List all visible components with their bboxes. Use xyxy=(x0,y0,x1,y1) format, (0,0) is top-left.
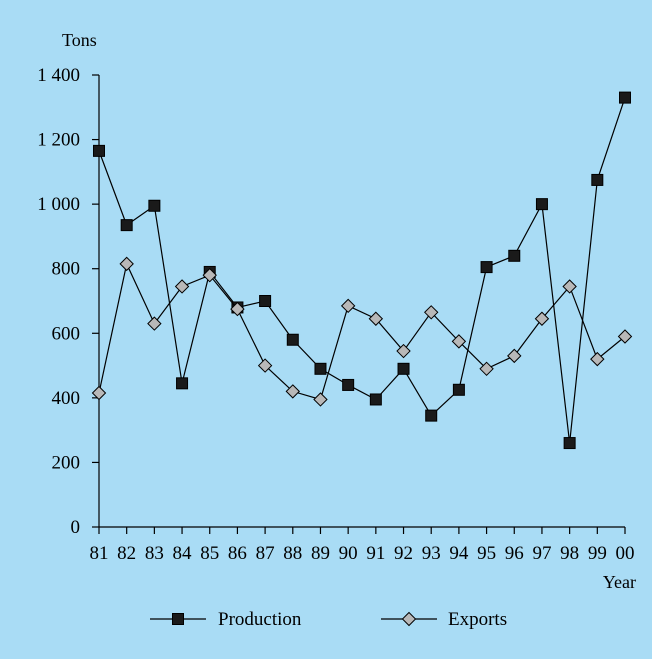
x-tick-label: 96 xyxy=(505,543,524,564)
y-tick-label: 800 xyxy=(52,259,81,280)
exports-point xyxy=(202,267,217,283)
production-point xyxy=(148,199,161,212)
x-tick-label: 93 xyxy=(422,543,441,564)
production-point xyxy=(314,362,327,375)
x-tick-label: 90 xyxy=(339,543,358,564)
y-tick-label: 1 200 xyxy=(37,130,80,151)
exports-point xyxy=(147,316,162,331)
legend-item-production: Production xyxy=(150,609,302,630)
x-tick-label: 00 xyxy=(616,543,635,564)
x-tick-label: 88 xyxy=(283,543,302,564)
x-tick-label: 95 xyxy=(477,543,496,564)
x-tick-label: 89 xyxy=(311,543,330,564)
exports-point xyxy=(396,343,411,359)
production-point xyxy=(369,393,382,406)
x-tick-label: 91 xyxy=(366,543,385,564)
y-tick-label: 0 xyxy=(71,517,81,538)
exports-point xyxy=(340,298,356,314)
x-axis-ticks: 81 82 83 84 85 86 87 88 89 90 91 92 93 94 95 96 97 98 99 00 xyxy=(90,527,635,564)
exports-point xyxy=(562,279,577,294)
x-tick-label: 99 xyxy=(588,543,607,564)
series-production xyxy=(93,91,631,450)
series-exports xyxy=(91,256,633,407)
exports-point xyxy=(91,385,107,401)
exports-point xyxy=(617,329,633,344)
production-point xyxy=(452,383,465,396)
production-point xyxy=(619,91,631,104)
production-point xyxy=(535,198,548,211)
x-tick-label: 97 xyxy=(532,543,551,564)
exports-point xyxy=(257,358,273,373)
production-point xyxy=(591,173,604,186)
production-point xyxy=(425,409,438,422)
legend-label: Production xyxy=(218,609,302,630)
exports-point xyxy=(368,311,384,326)
production-point xyxy=(286,333,299,346)
x-axis-title: Year xyxy=(603,572,636,592)
exports-point xyxy=(119,256,134,272)
series-group xyxy=(91,91,633,450)
exports-point xyxy=(479,361,494,377)
exports-point xyxy=(313,392,328,407)
production-point xyxy=(480,261,493,274)
legend-label: Exports xyxy=(448,609,507,630)
x-tick-label: 81 xyxy=(90,543,109,564)
y-tick-label: 200 xyxy=(52,452,81,473)
production-point xyxy=(93,144,105,157)
exports-point xyxy=(230,301,245,317)
x-tick-label: 92 xyxy=(394,543,413,564)
exports-point xyxy=(285,384,300,399)
legend: Production Exports xyxy=(150,609,507,630)
exports-point xyxy=(534,311,550,326)
exports-point xyxy=(424,305,439,320)
production-point xyxy=(342,378,355,391)
exports-point xyxy=(174,279,190,294)
x-tick-label: 98 xyxy=(560,543,579,564)
production-point xyxy=(508,249,521,262)
x-tick-label: 94 xyxy=(449,543,469,564)
y-axis-ticks: 0 200 400 600 800 1 000 1 200 1 400 xyxy=(37,65,99,538)
x-tick-label: 84 xyxy=(173,543,193,564)
y-axis-title: Tons xyxy=(62,30,97,50)
exports-point xyxy=(507,348,522,364)
x-tick-label: 85 xyxy=(200,543,219,564)
production-point xyxy=(176,377,189,390)
exports-point xyxy=(451,334,467,349)
x-tick-label: 82 xyxy=(117,543,136,564)
y-tick-label: 1 400 xyxy=(37,65,80,86)
x-tick-label: 86 xyxy=(228,543,247,564)
production-point xyxy=(259,295,272,307)
x-tick-label: 83 xyxy=(145,543,164,564)
production-point xyxy=(120,219,133,232)
legend-item-exports: Exports xyxy=(381,609,507,630)
production-point xyxy=(397,362,410,375)
x-tick-label: 87 xyxy=(256,543,275,564)
axes xyxy=(98,75,625,528)
y-tick-label: 400 xyxy=(52,388,81,409)
exports-point xyxy=(590,351,605,367)
production-point xyxy=(563,437,576,450)
y-tick-label: 600 xyxy=(52,323,81,344)
production-line xyxy=(98,97,626,444)
y-tick-label: 1 000 xyxy=(37,194,80,215)
legend-marker xyxy=(172,613,184,625)
legend-marker xyxy=(401,611,417,627)
